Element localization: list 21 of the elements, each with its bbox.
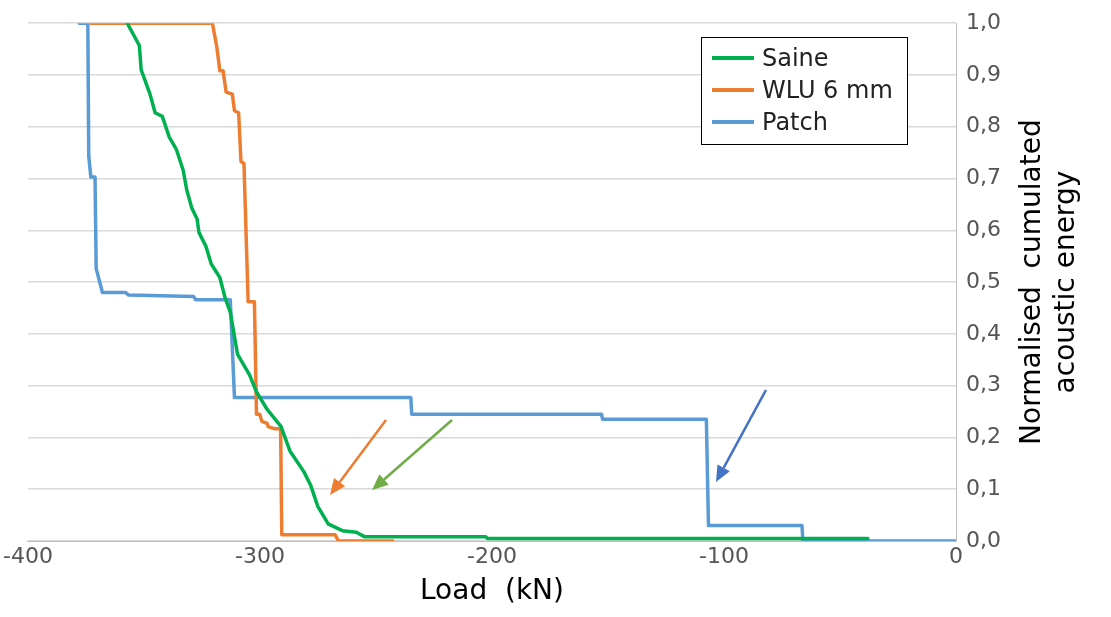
x-tick-label: -100 bbox=[699, 542, 749, 568]
x-axis-title: Load (kN) bbox=[420, 573, 564, 607]
y-tick-label: 0,9 bbox=[966, 60, 1002, 86]
y-axis-title: Normalised cumulated acoustic energy bbox=[1014, 119, 1082, 445]
y-tick-label: 1,0 bbox=[966, 8, 1002, 34]
x-tick-label: -400 bbox=[3, 542, 53, 568]
y-tick-label: 0,6 bbox=[966, 216, 1002, 242]
y-tick-label: 0,3 bbox=[966, 371, 1002, 397]
legend-label: Saine bbox=[762, 44, 829, 73]
y-tick-label: 0,1 bbox=[966, 474, 1002, 500]
y-tick-label: 0,5 bbox=[966, 267, 1002, 293]
x-tick-label: 0 bbox=[949, 542, 964, 568]
legend-label: Patch bbox=[762, 108, 828, 137]
x-tick-label: -200 bbox=[467, 542, 517, 568]
y-tick-label: 0,2 bbox=[966, 423, 1002, 449]
x-tick-label: -300 bbox=[235, 542, 285, 568]
y-tick-label: 0,4 bbox=[966, 319, 1002, 345]
legend-label: WLU 6 mm bbox=[762, 76, 893, 105]
y-tick-label: 0,8 bbox=[966, 112, 1002, 138]
y-tick-label: 0,0 bbox=[966, 526, 1002, 552]
y-tick-label: 0,7 bbox=[966, 164, 1002, 190]
